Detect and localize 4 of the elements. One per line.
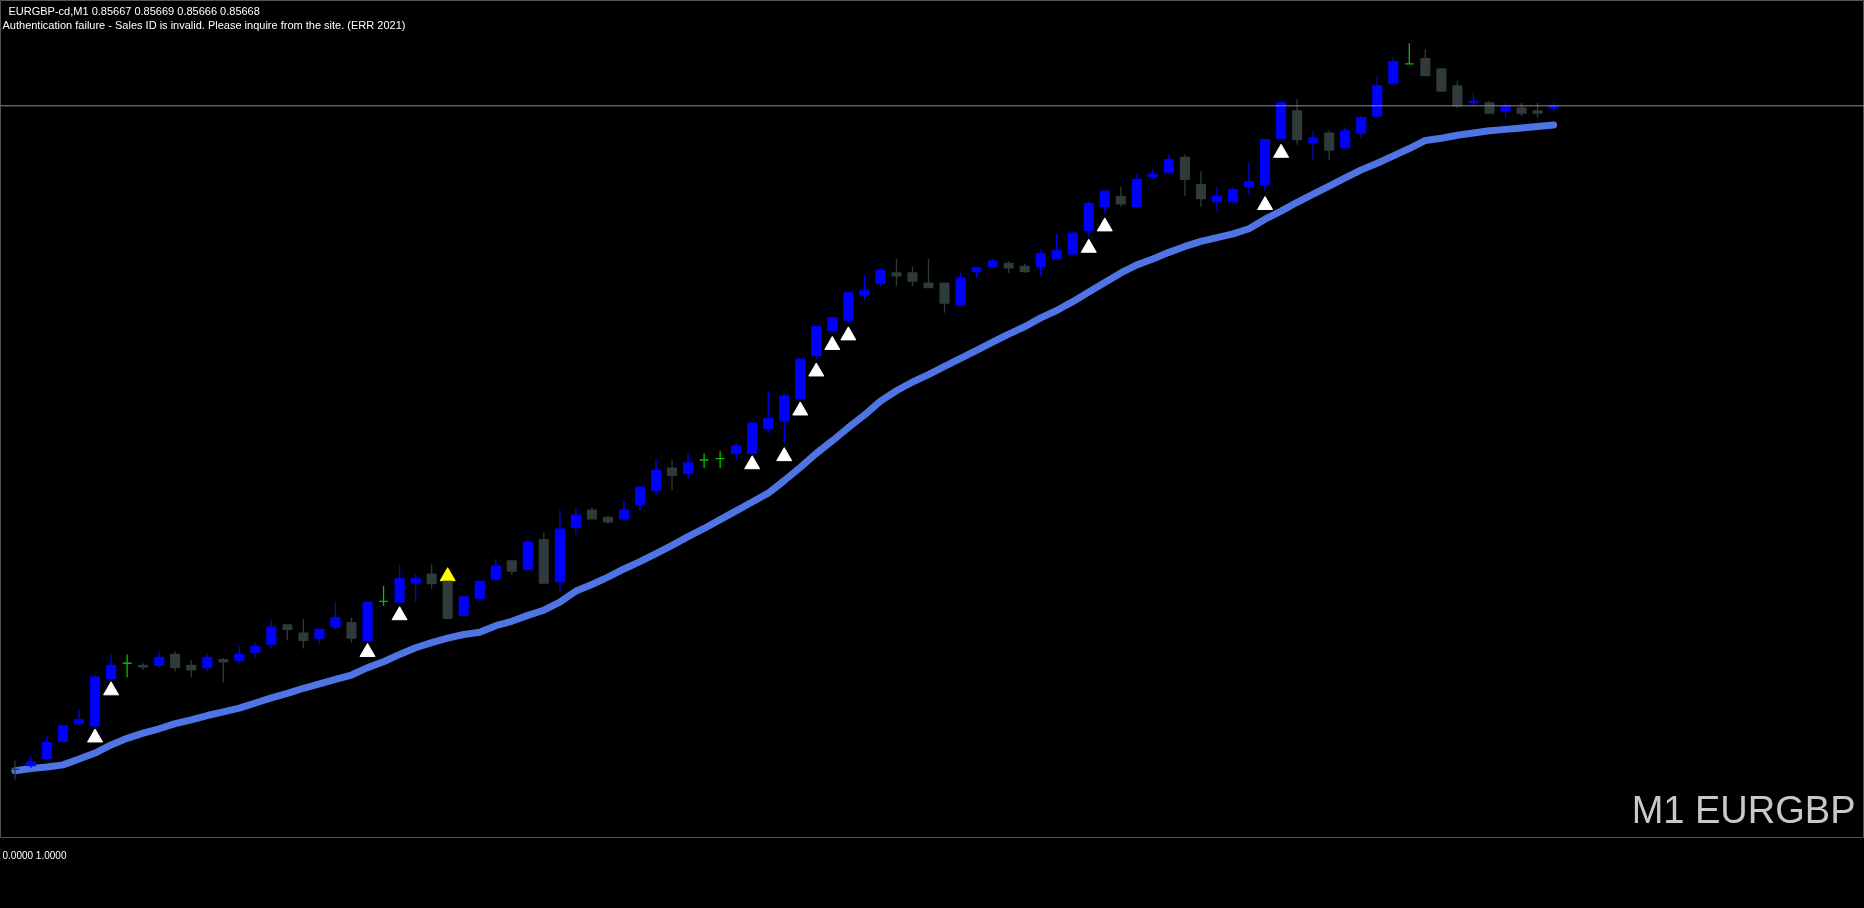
chart-subtitle: Authentication failure - Sales ID is invalid. Please inquire from the site. (ERR 2021) xyxy=(2,18,406,31)
chart-title: EURGBP-cd,M1 0.85667 0.85669 0.85666 0.85668 xyxy=(8,4,260,17)
text: 0.0000 1.0000 xyxy=(2,849,67,861)
text: M1 EURGBP xyxy=(1631,788,1856,831)
